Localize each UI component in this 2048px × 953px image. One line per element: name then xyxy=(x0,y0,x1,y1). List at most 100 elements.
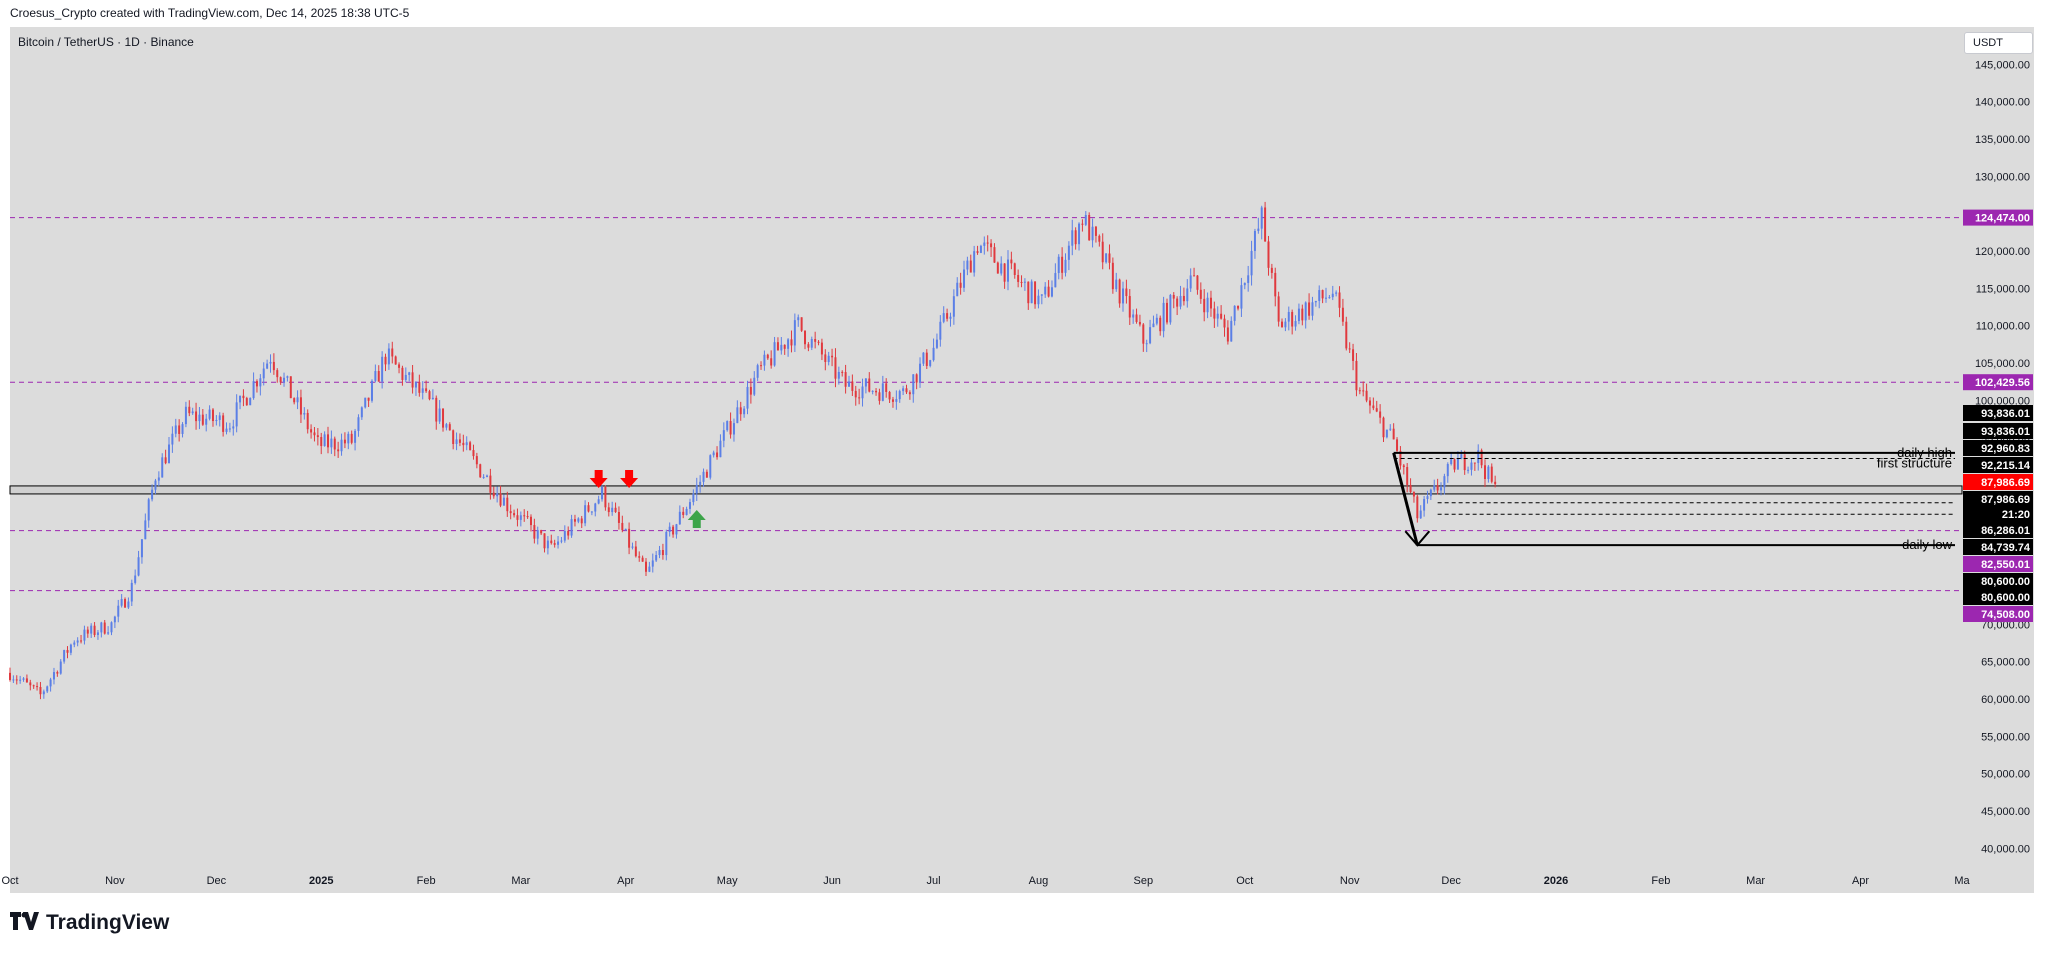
candle-body xyxy=(891,399,894,402)
candle-body xyxy=(526,516,529,518)
candle-body xyxy=(492,492,495,497)
candle-body xyxy=(113,616,116,623)
candle-body xyxy=(191,411,194,414)
candle-body xyxy=(895,399,898,402)
candle-body xyxy=(1392,428,1395,440)
candle-body xyxy=(1365,390,1368,401)
candle-body xyxy=(1094,226,1097,236)
candle-body xyxy=(502,497,505,506)
candle-body xyxy=(661,550,664,556)
candle-body xyxy=(1220,313,1223,319)
candle-body xyxy=(354,430,357,443)
candle-body xyxy=(1423,499,1426,511)
footer-brand[interactable]: TradingView xyxy=(10,910,169,936)
candle-body xyxy=(983,242,986,246)
candle-body xyxy=(523,515,526,517)
candle-body xyxy=(1348,348,1351,350)
candle-body xyxy=(438,408,441,422)
candle-body xyxy=(1318,290,1321,301)
candle-body xyxy=(1054,273,1057,288)
candle-body xyxy=(1368,400,1371,406)
x-tick-label: Oct xyxy=(1236,875,1253,887)
price-label-text: 93,836.01 xyxy=(1981,426,2030,438)
candle-body xyxy=(1375,408,1378,412)
candle-body xyxy=(462,442,465,446)
down-arrow-icon xyxy=(589,470,608,488)
candle-body xyxy=(668,526,671,532)
price-label-text: 84,739.74 xyxy=(1981,542,2031,554)
candle-body xyxy=(46,686,49,692)
candle-body xyxy=(939,321,942,340)
candle-body xyxy=(695,484,698,494)
candle-body xyxy=(665,531,668,556)
currency-selector[interactable]: USDT xyxy=(1964,32,2033,54)
price-label-text: 86,286.01 xyxy=(1981,525,2030,537)
symbol-info[interactable]: Bitcoin / TetherUS · 1D · Binance xyxy=(18,35,194,49)
candle-body xyxy=(807,344,810,348)
y-tick-label: 145,000.00 xyxy=(1975,59,2030,71)
candle-body xyxy=(1101,241,1104,263)
candle-body xyxy=(266,363,269,369)
candle-body xyxy=(1226,327,1229,342)
candle-body xyxy=(651,560,654,567)
candle-body xyxy=(1294,321,1297,327)
y-tick-label: 115,000.00 xyxy=(1976,283,2030,295)
candle-body xyxy=(861,386,864,399)
candle-body xyxy=(140,539,143,558)
candle-body xyxy=(875,390,878,393)
candle-body xyxy=(1000,263,1003,274)
y-tick-label: 50,000.00 xyxy=(1981,769,2030,781)
candle-body xyxy=(83,629,86,641)
y-tick-label: 60,000.00 xyxy=(1981,694,2030,706)
candle-body xyxy=(107,632,110,634)
candle-body xyxy=(56,672,59,674)
candle-body xyxy=(343,439,346,444)
price-label-text: 87,986.69 xyxy=(1981,477,2030,489)
candle-body xyxy=(1406,467,1409,485)
candle-body xyxy=(546,540,549,549)
candle-body xyxy=(1145,343,1148,345)
candle-body xyxy=(847,381,850,387)
candle-body xyxy=(1064,259,1067,273)
candle-body xyxy=(1335,292,1338,294)
candle-body xyxy=(337,449,340,452)
candle-body xyxy=(956,282,959,297)
price-axis[interactable]: 145,000.00 140,000.00 135,000.00 130,000.00… xyxy=(1975,59,2030,855)
candle-body xyxy=(1243,282,1246,286)
candle-body xyxy=(990,243,993,248)
candle-body xyxy=(69,644,72,653)
candle-body xyxy=(1047,286,1050,297)
candle-body xyxy=(712,452,715,456)
candle-body xyxy=(820,342,823,355)
candle-body xyxy=(225,428,228,432)
candle-body xyxy=(66,650,69,653)
candle-body xyxy=(350,433,353,443)
candle-body xyxy=(303,412,306,415)
candle-body xyxy=(137,557,140,576)
x-tick-label: Jul xyxy=(927,875,941,887)
candle-body xyxy=(973,251,976,273)
x-tick-label: Apr xyxy=(617,875,634,887)
candle-body xyxy=(871,390,874,392)
candle-body xyxy=(181,424,184,434)
time-axis[interactable]: Oct Nov Dec 2025 Feb Mar Apr May Jun Jul Aug Sep Oct… xyxy=(1,875,1970,887)
candle-body xyxy=(1209,297,1212,309)
candle-body xyxy=(878,392,881,401)
candle-body xyxy=(1206,297,1209,313)
candle-body xyxy=(1067,245,1070,260)
candle-body xyxy=(580,518,583,524)
candle-body xyxy=(1233,305,1236,321)
candle-body xyxy=(455,439,458,445)
candle-body xyxy=(760,365,763,367)
candle-body xyxy=(601,486,604,500)
x-tick-label: 2026 xyxy=(1544,875,1568,887)
candle-body xyxy=(929,360,932,366)
candle-body xyxy=(391,348,394,357)
candle-body xyxy=(614,507,617,513)
price-label-bg xyxy=(1963,474,2033,490)
candle-body xyxy=(1169,294,1172,323)
candle-body xyxy=(685,508,688,515)
candle-body xyxy=(499,493,502,506)
candle-body xyxy=(1362,390,1365,392)
